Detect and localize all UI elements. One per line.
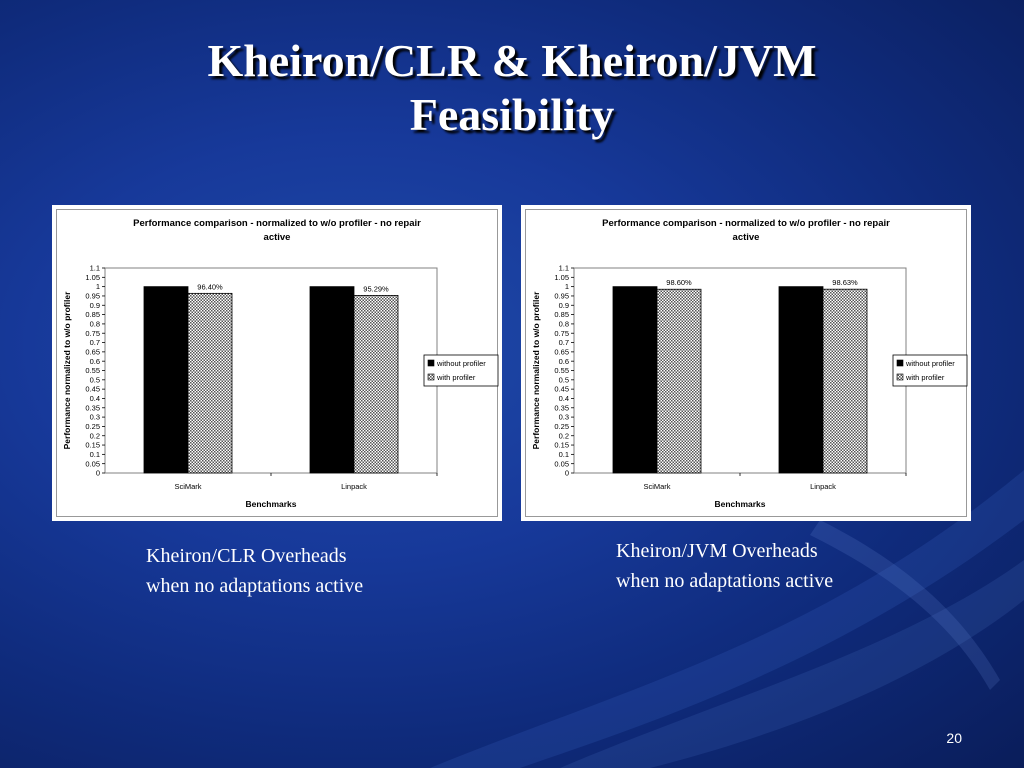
x-tick-label: SciMark	[174, 482, 201, 491]
y-tick-label: 0.9	[559, 301, 569, 310]
bar	[309, 286, 355, 474]
y-axis-label: Performance normalized to w/o profiler	[531, 291, 541, 449]
y-tick-label: 0.7	[90, 338, 100, 347]
bar	[612, 286, 658, 474]
legend-swatch	[896, 359, 904, 367]
y-tick-label: 0.55	[554, 366, 569, 375]
data-label: 96.40%	[197, 282, 223, 291]
slide-number: 20	[946, 730, 962, 746]
bar	[187, 292, 233, 474]
y-tick-label: 0.7	[559, 338, 569, 347]
y-tick-label: 0.45	[554, 385, 569, 394]
y-tick-label: 0.6	[90, 357, 100, 366]
x-tick-label: SciMark	[643, 482, 670, 491]
legend-label: without profiler	[905, 359, 955, 368]
y-tick-label: 0.5	[90, 375, 100, 384]
y-tick-label: 0.35	[554, 403, 569, 412]
chart-title-line-2: active	[733, 232, 760, 243]
y-tick-label: 1.1	[90, 264, 100, 273]
slide-title: Kheiron/CLR & Kheiron/JVM Feasibility	[0, 34, 1024, 142]
y-tick-label: 1.1	[559, 264, 569, 273]
bar-chart-svg: Performance comparison - normalized to w…	[531, 218, 968, 509]
y-tick-label: 0.05	[85, 459, 100, 468]
clr-chart: Performance comparison - normalized to w…	[52, 205, 502, 521]
y-tick-label: 0.3	[559, 413, 569, 422]
legend-box	[423, 354, 499, 387]
y-tick-label: 0.75	[554, 329, 569, 338]
caption-line-2: when no adaptations active	[146, 575, 364, 597]
legend-box	[892, 354, 968, 387]
y-tick-label: 1.05	[85, 273, 100, 282]
y-tick-label: 0.1	[559, 450, 569, 459]
y-tick-label: 0.4	[559, 394, 569, 403]
bar	[656, 288, 702, 474]
legend-swatch	[427, 373, 435, 381]
data-label: 98.63%	[832, 278, 858, 287]
y-tick-label: 0.55	[85, 366, 100, 375]
y-tick-label: 0.45	[85, 385, 100, 394]
data-label: 95.29%	[363, 284, 389, 293]
legend-label: with profiler	[436, 373, 476, 382]
bar	[822, 288, 868, 474]
caption-line-2: when no adaptations active	[616, 570, 834, 592]
bar	[778, 286, 824, 474]
y-tick-label: 0.95	[554, 292, 569, 301]
y-tick-label: 0.85	[85, 310, 100, 319]
y-tick-label: 0.2	[559, 431, 569, 440]
slide-title-line-2: Feasibility	[409, 89, 615, 140]
y-tick-label: 0.8	[90, 320, 100, 329]
y-tick-label: 0.35	[85, 403, 100, 412]
chart-title-line-2: active	[264, 232, 291, 243]
bar	[353, 295, 399, 474]
clr-caption: Kheiron/CLR Overheads when no adaptation…	[146, 541, 363, 601]
legend-swatch	[427, 359, 435, 367]
jvm-caption: Kheiron/JVM Overheads when no adaptation…	[616, 536, 833, 596]
y-tick-label: 0.6	[559, 357, 569, 366]
y-tick-label: 0.15	[85, 441, 100, 450]
y-tick-label: 0.15	[554, 441, 569, 450]
y-tick-label: 0.8	[559, 320, 569, 329]
y-tick-label: 0.1	[90, 450, 100, 459]
x-tick-label: Linpack	[341, 482, 367, 491]
bar-chart-svg: Performance comparison - normalized to w…	[62, 218, 499, 509]
data-label: 98.60%	[666, 278, 692, 287]
caption-line-1: Kheiron/CLR Overheads	[146, 545, 347, 567]
y-tick-label: 0	[565, 469, 569, 478]
legend-label: with profiler	[905, 373, 945, 382]
y-tick-label: 0.5	[559, 375, 569, 384]
y-tick-label: 0.85	[554, 310, 569, 319]
y-tick-label: 1	[565, 282, 569, 291]
y-tick-label: 0.65	[85, 347, 100, 356]
y-tick-label: 0.05	[554, 459, 569, 468]
x-axis-label: Benchmarks	[714, 499, 765, 509]
chart-title-line-1: Performance comparison - normalized to w…	[602, 218, 890, 229]
y-tick-label: 1	[96, 282, 100, 291]
legend: without profiler with profiler	[892, 354, 968, 387]
y-axis-label: Performance normalized to w/o profiler	[62, 291, 72, 449]
caption-line-1: Kheiron/JVM Overheads	[616, 540, 818, 562]
jvm-chart: Performance comparison - normalized to w…	[521, 205, 971, 521]
y-tick-label: 1.05	[554, 273, 569, 282]
y-tick-label: 0.9	[90, 301, 100, 310]
legend: without profiler with profiler	[423, 354, 499, 387]
y-tick-label: 0.4	[90, 394, 100, 403]
x-tick-label: Linpack	[810, 482, 836, 491]
y-tick-label: 0.65	[554, 347, 569, 356]
y-tick-label: 0.3	[90, 413, 100, 422]
slide-title-line-1: Kheiron/CLR & Kheiron/JVM	[207, 35, 817, 86]
y-tick-label: 0	[96, 469, 100, 478]
bar	[143, 286, 189, 474]
chart-title-line-1: Performance comparison - normalized to w…	[133, 218, 421, 229]
y-tick-label: 0.2	[90, 431, 100, 440]
y-tick-label: 0.25	[85, 422, 100, 431]
y-tick-label: 0.75	[85, 329, 100, 338]
x-axis-label: Benchmarks	[245, 499, 296, 509]
y-tick-label: 0.25	[554, 422, 569, 431]
y-tick-label: 0.95	[85, 292, 100, 301]
legend-swatch	[896, 373, 904, 381]
legend-label: without profiler	[436, 359, 486, 368]
